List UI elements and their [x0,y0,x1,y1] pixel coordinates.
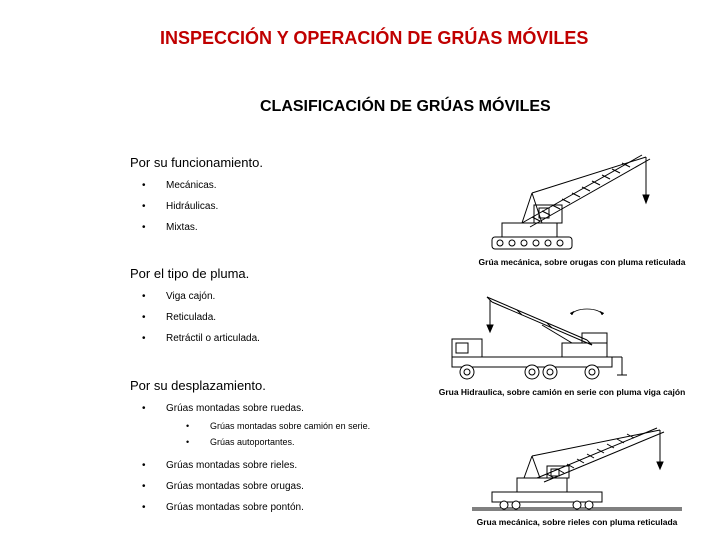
figure-caption: Grúa mecánica, sobre orugas con pluma re… [472,257,692,267]
list-item: Reticulada. [142,307,260,328]
figure-caption: Grua Hidraulica, sobre camión en serie c… [432,387,692,397]
list-item: Grúas montadas sobre pontón. [142,497,304,518]
page-title: INSPECCIÓN Y OPERACIÓN DE GRÚAS MÓVILES [160,28,588,49]
list-item: Hidráulicas. [142,196,218,217]
crane-icon [432,285,692,385]
figure-crane-lattice-rails: Grua mecánica, sobre rieles con pluma re… [462,420,692,527]
figure-crane-hydraulic-truck: Grua Hidraulica, sobre camión en serie c… [432,285,692,397]
figure-crane-lattice-tracks: Grúa mecánica, sobre orugas con pluma re… [472,145,692,267]
list-item: Grúas montadas sobre rieles. [142,455,304,476]
list-item: Grúas montadas sobre orugas. [142,476,304,497]
list-item: Viga cajón. [142,286,260,307]
crane-icon [472,145,692,255]
list-item: Grúas autoportantes. [186,434,370,450]
list-item: Grúas montadas sobre ruedas. [142,398,304,419]
list-item: Mixtas. [142,217,218,238]
section-heading-pluma: Por el tipo de pluma. [130,266,249,281]
list-item: Mecánicas. [142,175,218,196]
crane-icon [462,420,692,515]
list-item: Retráctil o articulada. [142,328,260,349]
list-funcionamiento: Mecánicas. Hidráulicas. Mixtas. [142,175,218,238]
figure-caption: Grua mecánica, sobre rieles con pluma re… [462,517,692,527]
sublist-desplazamiento: Grúas montadas sobre camión en serie. Gr… [186,418,370,450]
section-heading-funcionamiento: Por su funcionamiento. [130,155,263,170]
list-pluma: Viga cajón. Reticulada. Retráctil o arti… [142,286,260,349]
page-subtitle: CLASIFICACIÓN DE GRÚAS MÓVILES [260,98,551,116]
list-item: Grúas montadas sobre camión en serie. [186,418,370,434]
list-desplazamiento-a: Grúas montadas sobre ruedas. [142,398,304,419]
section-heading-desplazamiento: Por su desplazamiento. [130,378,266,393]
list-desplazamiento-b: Grúas montadas sobre rieles. Grúas monta… [142,455,304,518]
